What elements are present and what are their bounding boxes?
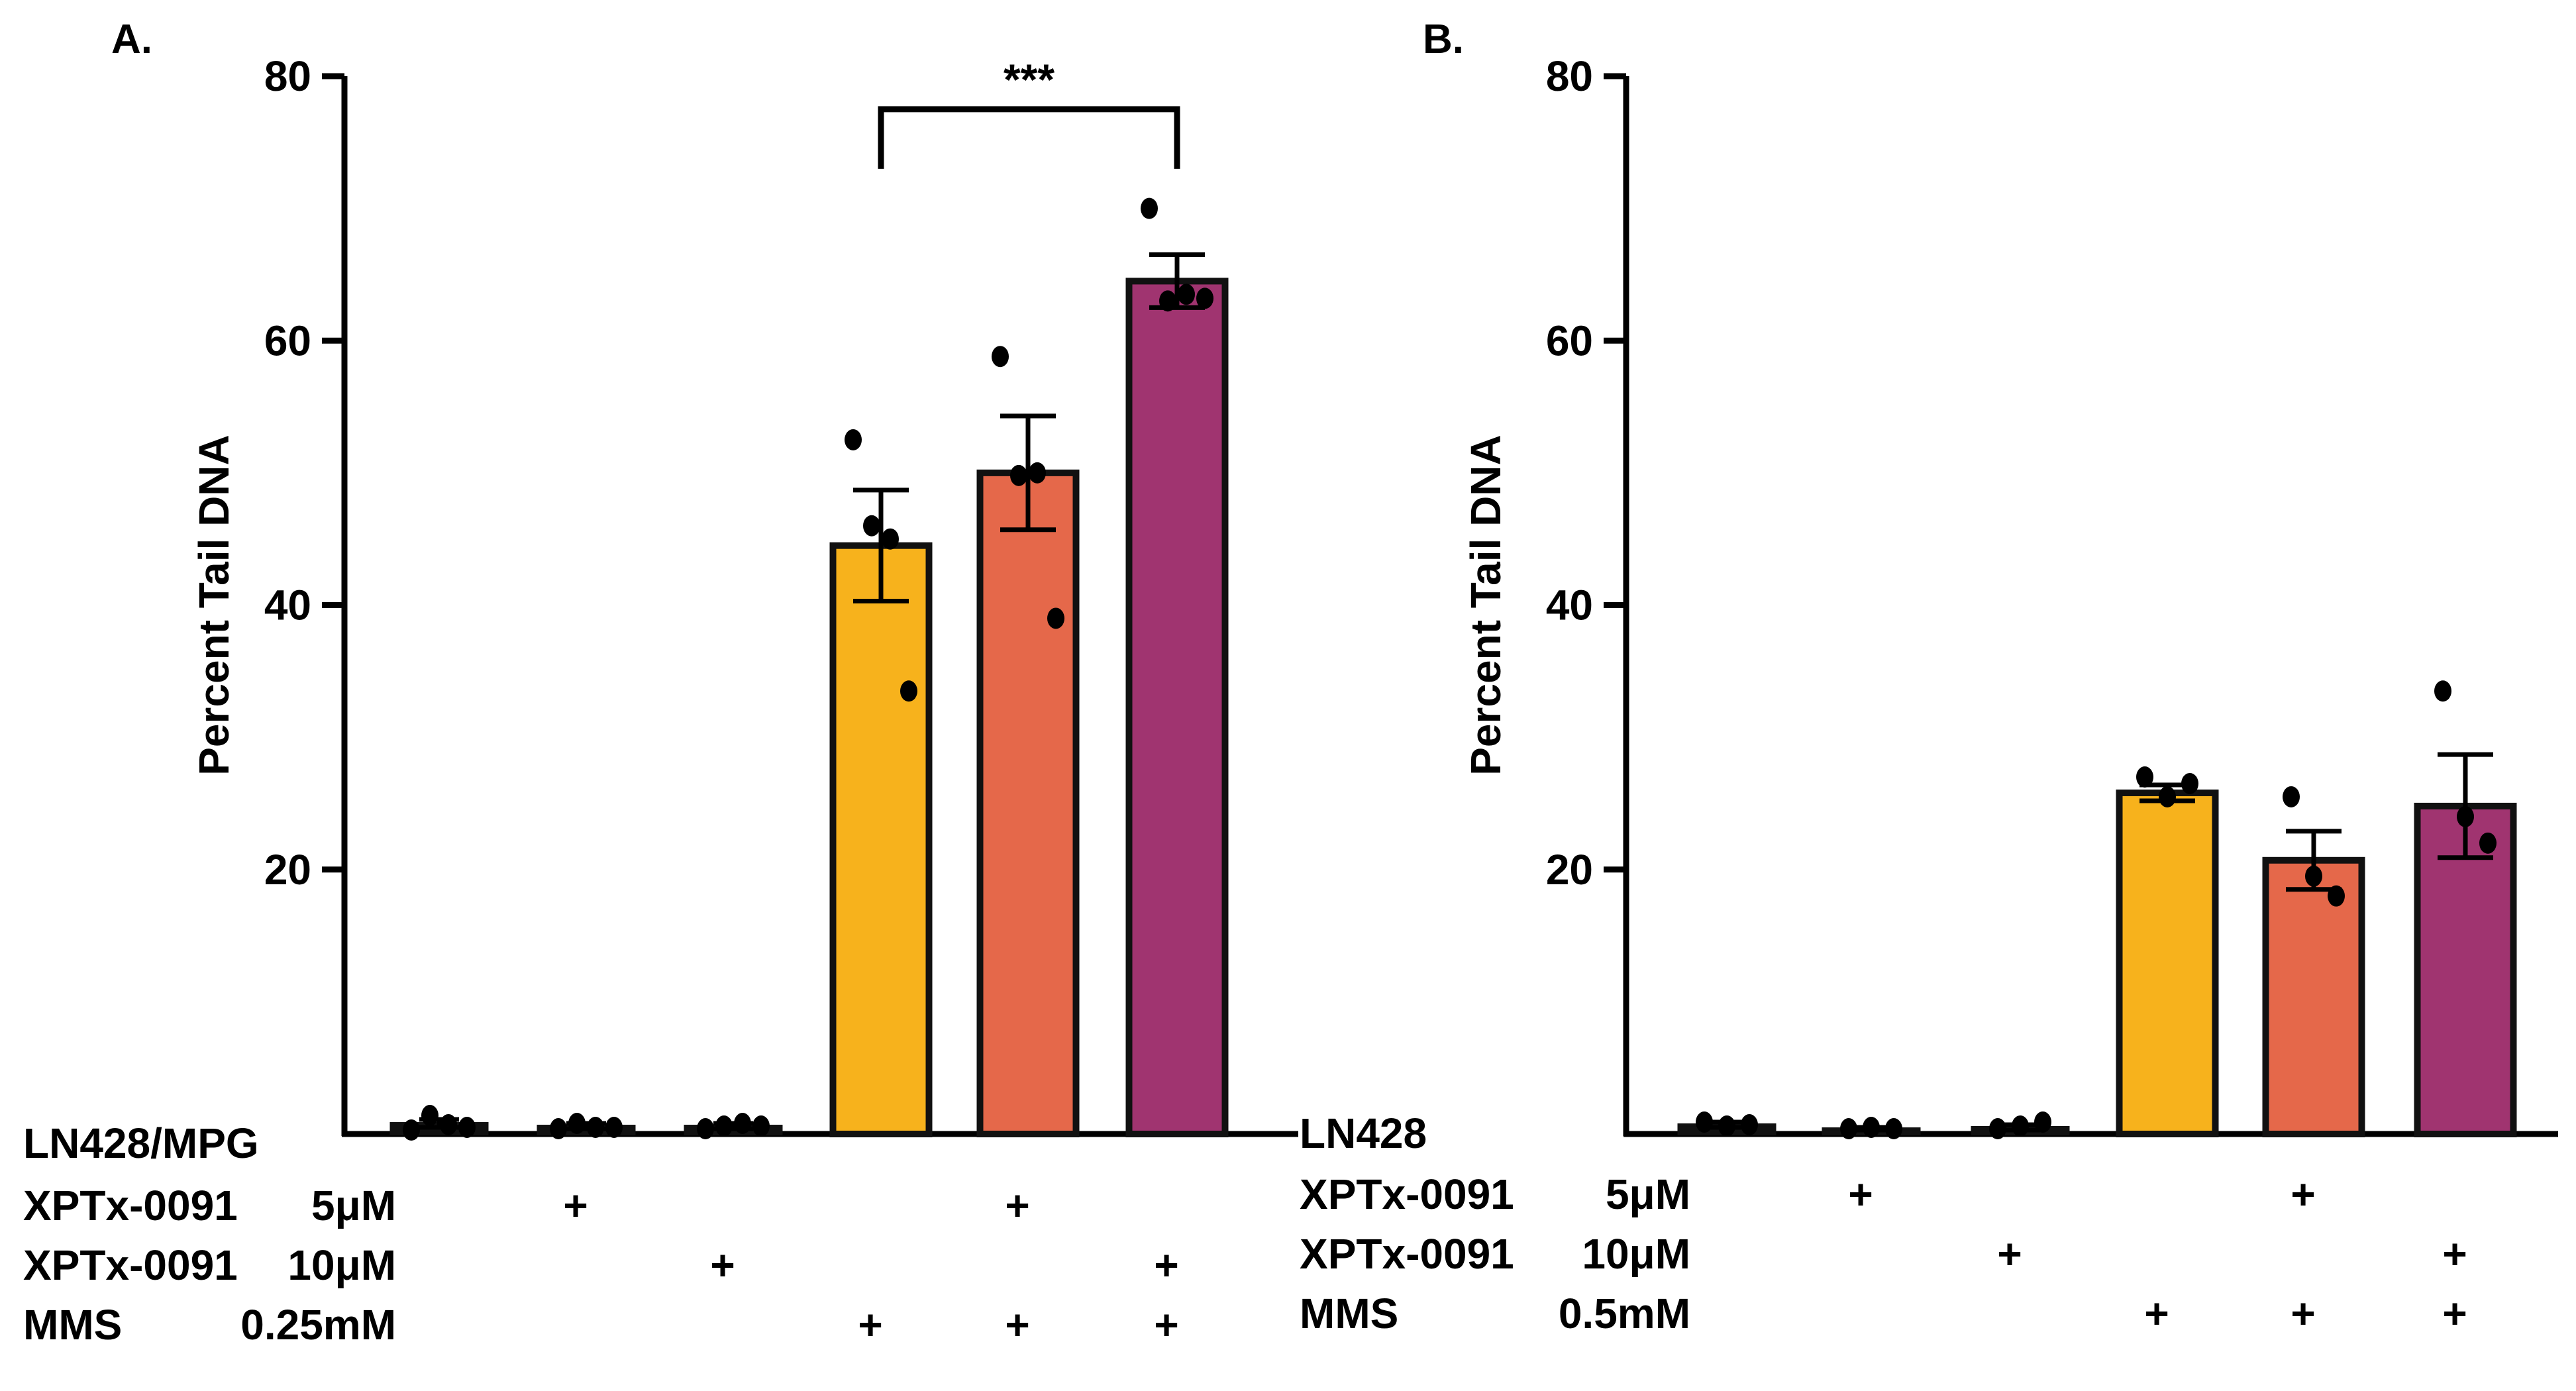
condition-dose: 5μM <box>311 1182 396 1229</box>
panel-label: B. <box>1423 17 1464 62</box>
y-tick-label: 40 <box>264 582 311 629</box>
data-point <box>1141 197 1158 219</box>
y-tick-label: 60 <box>1546 317 1593 364</box>
data-point <box>845 429 862 450</box>
data-point <box>403 1119 420 1141</box>
condition-label: XPTx-0091 <box>1300 1230 1514 1278</box>
y-axis-title: Percent Tail DNA <box>1462 435 1510 776</box>
y-tick-label: 80 <box>264 52 311 100</box>
data-point <box>2328 885 2345 907</box>
bar <box>2262 856 2365 1137</box>
data-point <box>440 1114 457 1136</box>
condition-label: LN428/MPG <box>23 1119 259 1167</box>
data-point <box>2305 865 2322 887</box>
y-tick-label: 60 <box>264 317 311 364</box>
data-point <box>1741 1114 1758 1136</box>
data-point <box>1196 287 1213 309</box>
condition-label: LN428 <box>1300 1109 1427 1157</box>
bar <box>976 469 1080 1137</box>
condition-dose: 0.5mM <box>1559 1290 1690 1337</box>
data-point <box>2159 786 2176 807</box>
significance-label: *** <box>1004 55 1055 104</box>
data-point <box>863 515 880 537</box>
data-point <box>1718 1115 1735 1137</box>
data-point <box>752 1115 770 1137</box>
y-tick-label: 80 <box>1546 52 1593 100</box>
condition-plus-mark: + <box>1154 1301 1178 1349</box>
data-point <box>1696 1111 1713 1133</box>
data-point <box>992 346 1009 368</box>
condition-plus-mark: + <box>2442 1290 2467 1337</box>
data-point <box>2457 805 2474 827</box>
panel-b: B. 20 40 60 80 Percent Tail DNA LN428 XPTx-0091… <box>1300 17 2558 1337</box>
data-point <box>550 1118 567 1140</box>
condition-dose: 0.25mM <box>240 1301 396 1349</box>
panel-label: A. <box>111 17 152 62</box>
data-point <box>2479 832 2497 854</box>
data-point <box>1989 1118 2006 1140</box>
condition-plus-mark: + <box>2442 1230 2467 1278</box>
significance-bracket <box>878 106 1180 169</box>
data-point <box>1047 607 1064 629</box>
y-tick-label: 20 <box>1546 846 1593 894</box>
data-point <box>1178 283 1195 305</box>
condition-plus-mark: + <box>1848 1170 1873 1218</box>
y-axis-title: Percent Tail DNA <box>190 435 238 776</box>
condition-plus-mark: + <box>858 1301 882 1349</box>
data-point <box>2034 1111 2051 1133</box>
condition-dose: 10μM <box>287 1241 396 1289</box>
data-point <box>2434 680 2451 702</box>
y-tick-label: 20 <box>264 846 311 894</box>
data-point <box>1863 1117 1880 1139</box>
bar <box>2116 789 2219 1137</box>
data-point <box>587 1117 604 1139</box>
data-point <box>421 1105 438 1127</box>
data-point <box>2181 772 2198 794</box>
condition-label: XPTx-0091 <box>23 1182 238 1229</box>
data-point <box>734 1113 751 1135</box>
condition-plus-mark: + <box>563 1182 588 1229</box>
data-point <box>715 1115 733 1137</box>
data-point <box>1159 290 1176 312</box>
data-point <box>568 1113 586 1135</box>
condition-dose: 5μM <box>1606 1170 1690 1218</box>
condition-plus-mark: + <box>1005 1301 1029 1349</box>
data-point <box>697 1118 714 1140</box>
condition-label: MMS <box>23 1301 122 1349</box>
data-point <box>900 680 917 702</box>
condition-label: MMS <box>1300 1290 1398 1337</box>
condition-plus-mark: + <box>1997 1230 2022 1278</box>
condition-label: XPTx-0091 <box>1300 1170 1514 1218</box>
y-tick-label: 40 <box>1546 582 1593 629</box>
panel-a: A. 20 40 60 80 Percent Tail DNA *** LN428/MPG XP… <box>23 17 1298 1349</box>
data-point <box>2012 1115 2029 1137</box>
condition-label: XPTx-0091 <box>23 1241 238 1289</box>
condition-plus-mark: + <box>1154 1241 1178 1289</box>
bar <box>829 542 933 1137</box>
condition-plus-mark: + <box>2291 1290 2315 1337</box>
data-point <box>1010 464 1027 486</box>
data-point <box>2283 786 2300 807</box>
condition-plus-mark: + <box>1005 1182 1029 1229</box>
data-point <box>458 1117 476 1139</box>
data-point <box>882 528 899 550</box>
condition-plus-mark: + <box>2291 1170 2315 1218</box>
data-point <box>605 1117 623 1139</box>
condition-plus-mark: + <box>2144 1290 2169 1337</box>
data-point <box>2136 766 2153 788</box>
condition-dose: 10μM <box>1582 1230 1690 1278</box>
data-point <box>1029 462 1046 484</box>
condition-plus-mark: + <box>710 1241 735 1289</box>
data-point <box>1885 1118 1902 1140</box>
bar <box>2414 802 2517 1138</box>
bar <box>1125 278 1229 1138</box>
data-point <box>1840 1118 1857 1140</box>
